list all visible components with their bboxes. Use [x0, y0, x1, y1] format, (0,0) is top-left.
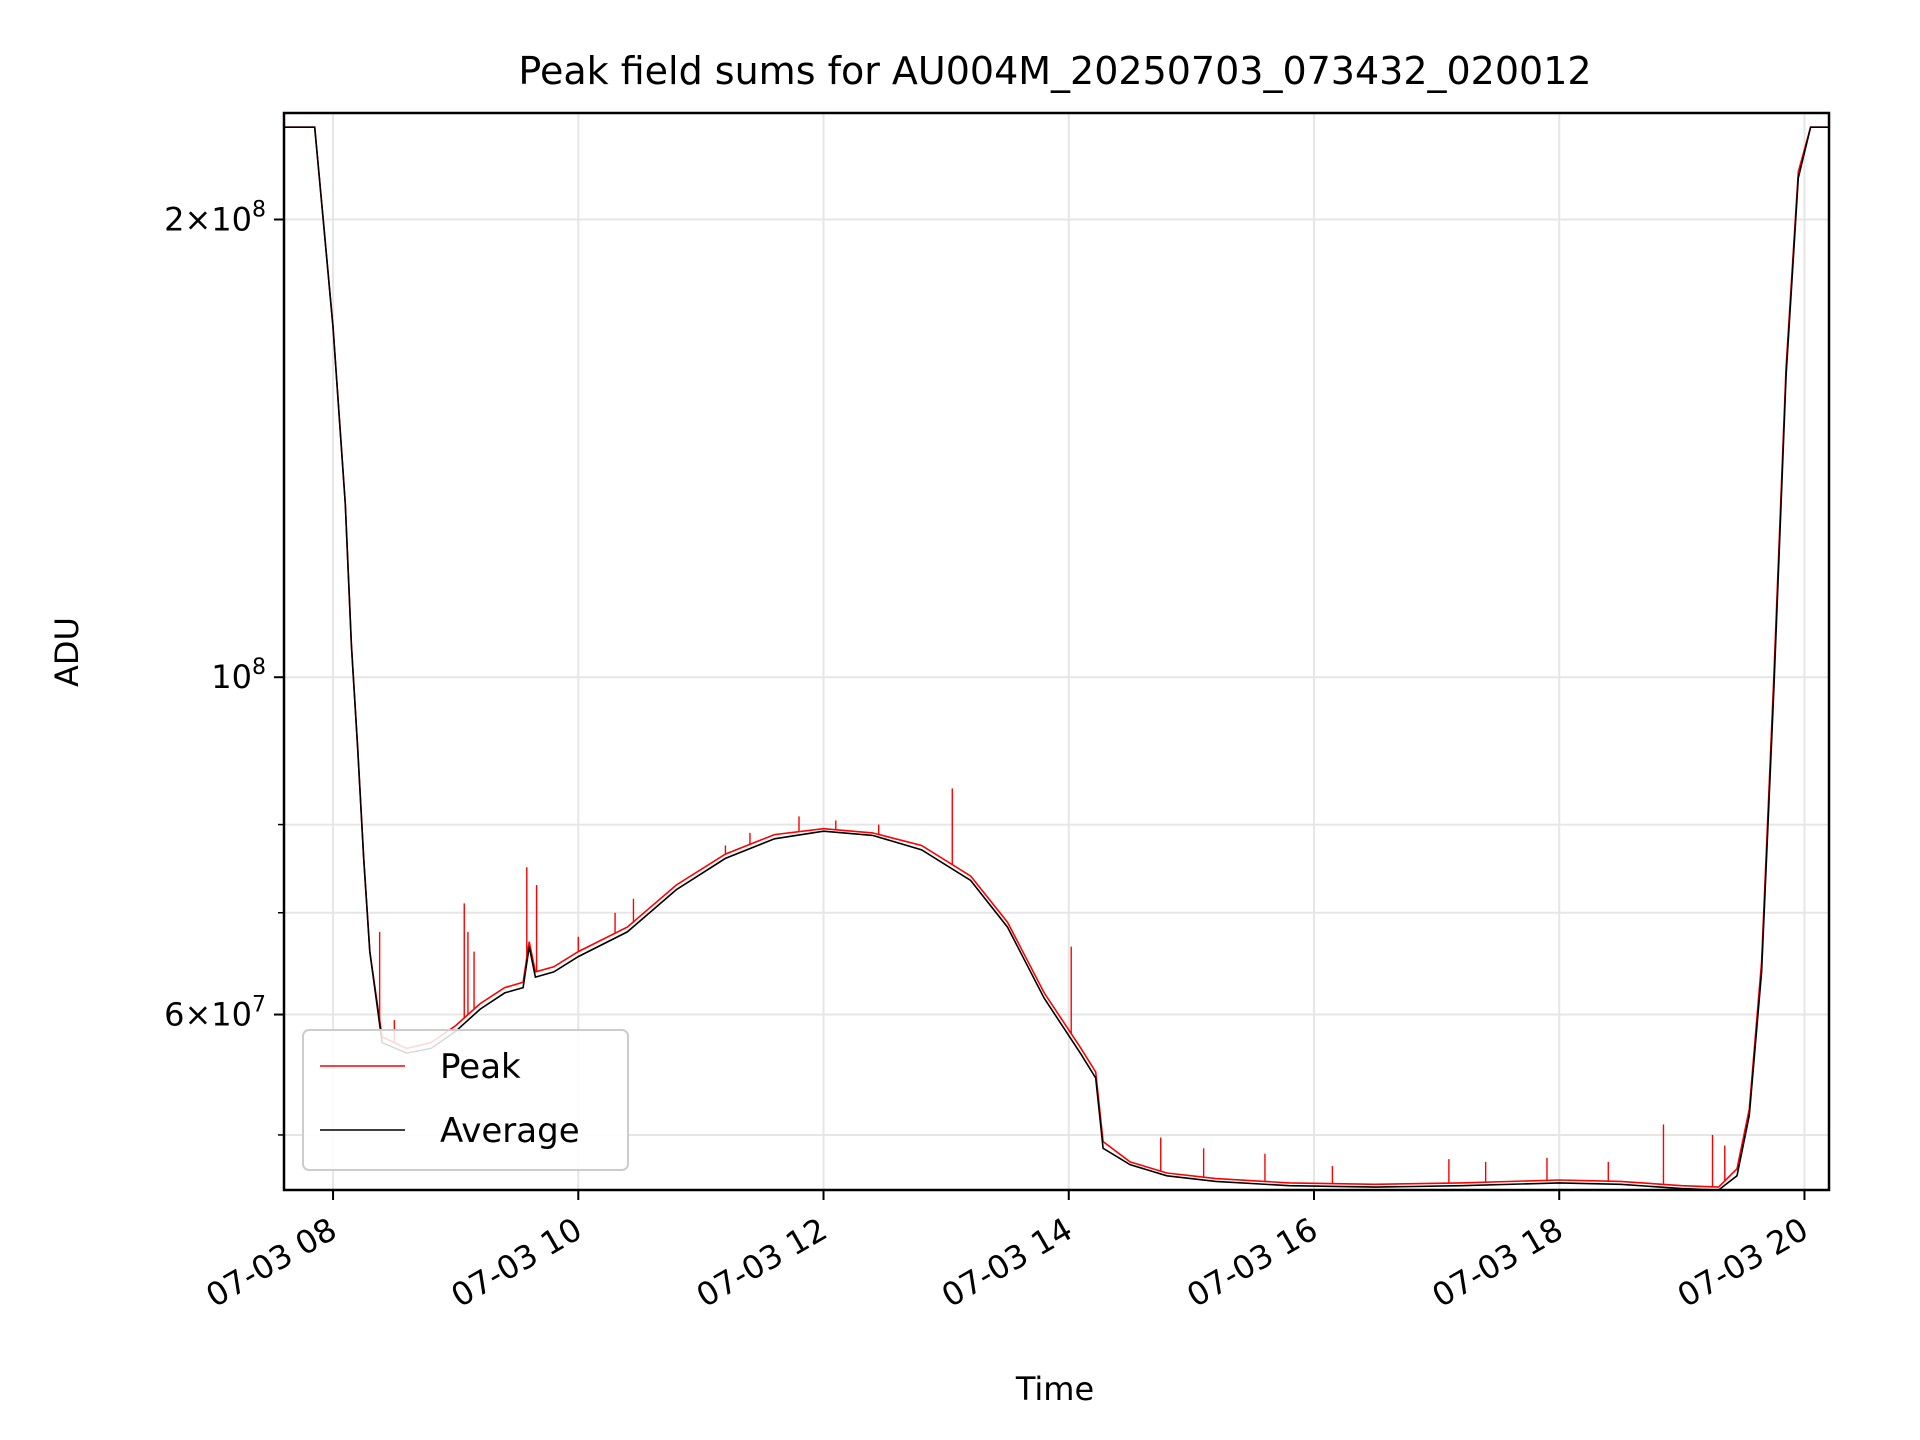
x-axis-label: Time [1015, 1370, 1094, 1408]
chart-title: Peak field sums for AU004M_20250703_0734… [518, 49, 1591, 93]
y-tick-label: 6×107 [164, 993, 266, 1034]
plot-frame [282, 111, 1831, 1192]
legend-label-peak: Peak [440, 1047, 521, 1087]
y-axis: 6×107 108 2×108 [164, 197, 284, 1136]
legend-box [302, 1029, 629, 1171]
legend-label-average: Average [440, 1111, 580, 1151]
legend: Peak Average [302, 1029, 629, 1171]
y-tick-label: 2×108 [164, 197, 266, 238]
y-tick-label: 108 [211, 655, 266, 696]
y-axis-label: ADU [48, 617, 86, 687]
